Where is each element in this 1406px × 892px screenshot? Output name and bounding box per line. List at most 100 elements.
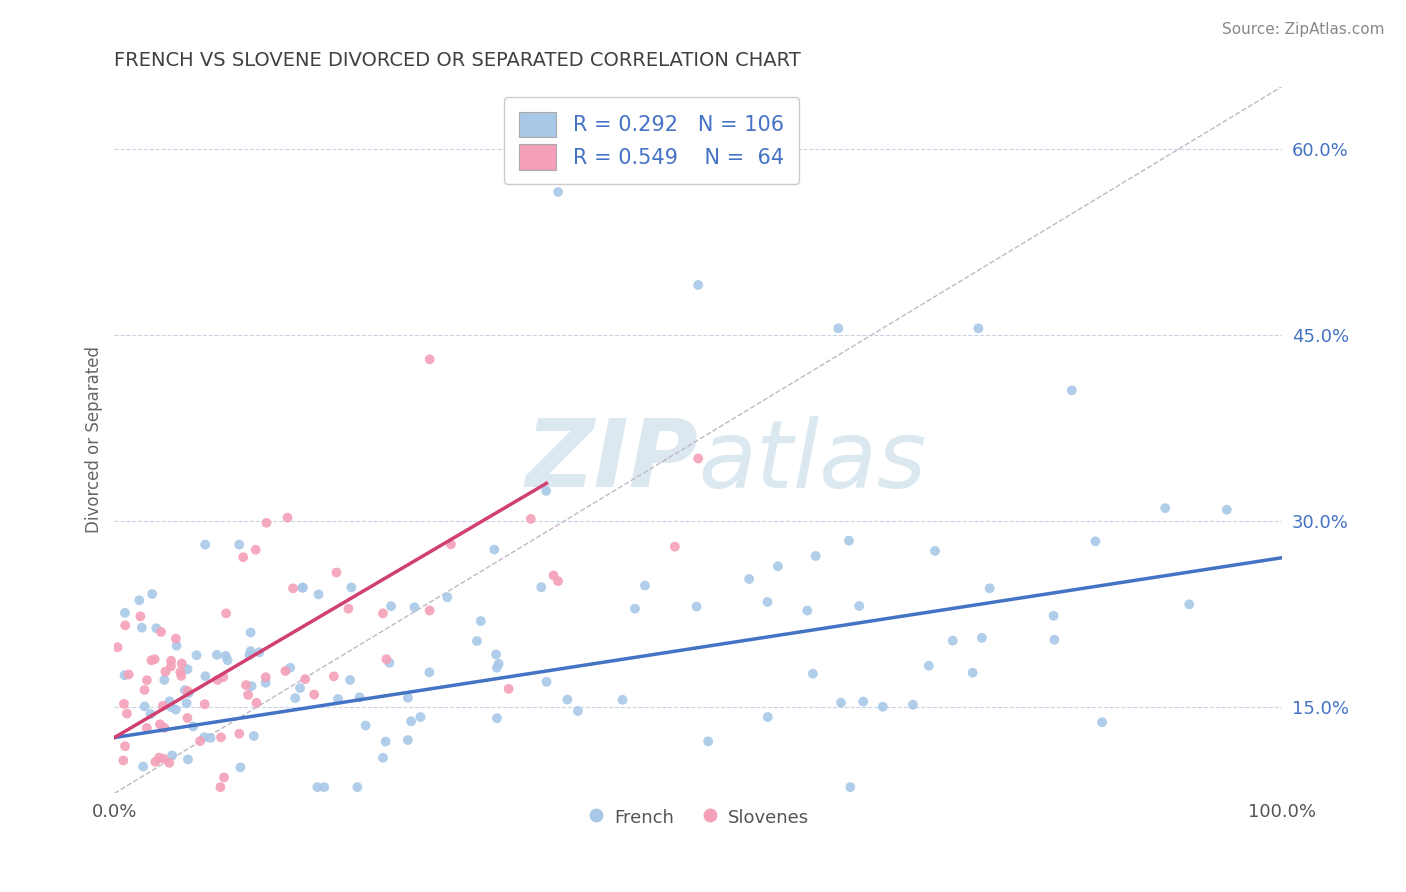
Point xyxy=(207,673,229,687)
Point xyxy=(256,516,278,530)
Point xyxy=(970,631,993,645)
Point xyxy=(107,640,129,655)
Point xyxy=(302,688,325,702)
Point xyxy=(756,595,779,609)
Point xyxy=(756,710,779,724)
Point xyxy=(294,672,316,686)
Point xyxy=(962,665,984,680)
Point xyxy=(498,681,520,696)
Point xyxy=(114,668,136,682)
Point xyxy=(1043,632,1066,647)
Point xyxy=(228,726,250,740)
Point xyxy=(337,601,360,615)
Point xyxy=(284,691,307,706)
Point xyxy=(141,587,163,601)
Point xyxy=(465,634,488,648)
Point xyxy=(766,559,789,574)
Point xyxy=(148,750,170,764)
Text: ZIP: ZIP xyxy=(526,415,699,508)
Point xyxy=(188,734,211,748)
Point xyxy=(291,581,314,595)
Point xyxy=(159,694,181,708)
Point xyxy=(165,632,187,646)
Point xyxy=(326,692,349,706)
Point xyxy=(141,653,163,667)
Point xyxy=(112,754,135,768)
Point xyxy=(134,682,156,697)
Point xyxy=(688,451,710,466)
Point xyxy=(440,537,463,551)
Point xyxy=(371,607,394,621)
Point xyxy=(128,593,150,607)
Point xyxy=(245,542,267,557)
Point xyxy=(200,731,222,745)
Point xyxy=(232,550,254,565)
Point xyxy=(374,734,396,748)
Point xyxy=(217,653,239,667)
Point xyxy=(238,648,260,662)
Point xyxy=(967,321,990,335)
Point xyxy=(236,688,259,702)
Point xyxy=(152,752,174,766)
Point xyxy=(212,670,235,684)
Point xyxy=(470,614,492,628)
Point xyxy=(166,639,188,653)
Point xyxy=(243,729,266,743)
Point xyxy=(848,599,870,613)
Point xyxy=(979,582,1001,596)
Point xyxy=(118,667,141,681)
Point xyxy=(177,752,200,766)
Point xyxy=(153,673,176,687)
Point xyxy=(229,760,252,774)
Point xyxy=(245,696,267,710)
Point xyxy=(152,698,174,713)
Point xyxy=(485,661,508,675)
Point xyxy=(801,666,824,681)
Point xyxy=(612,693,634,707)
Point xyxy=(143,755,166,769)
Point xyxy=(165,703,187,717)
Point xyxy=(1042,608,1064,623)
Point xyxy=(160,659,183,673)
Point xyxy=(830,696,852,710)
Point xyxy=(530,580,553,594)
Point xyxy=(685,599,707,614)
Point xyxy=(322,669,344,683)
Point xyxy=(307,780,329,794)
Point xyxy=(567,704,589,718)
Point xyxy=(314,780,336,794)
Point xyxy=(308,587,330,601)
Point xyxy=(239,644,262,658)
Point xyxy=(149,717,172,731)
Point xyxy=(129,609,152,624)
Point xyxy=(924,544,946,558)
Point xyxy=(346,780,368,794)
Point xyxy=(209,731,232,745)
Point xyxy=(404,600,426,615)
Point xyxy=(409,710,432,724)
Point xyxy=(205,648,228,662)
Point xyxy=(173,683,195,698)
Point xyxy=(340,580,363,594)
Point xyxy=(697,734,720,748)
Point xyxy=(399,714,422,729)
Point xyxy=(852,695,875,709)
Point xyxy=(114,606,136,620)
Point xyxy=(291,581,314,595)
Point xyxy=(193,730,215,744)
Point xyxy=(176,662,198,676)
Point xyxy=(157,756,180,770)
Text: FRENCH VS SLOVENE DIVORCED OR SEPARATED CORRELATION CHART: FRENCH VS SLOVENE DIVORCED OR SEPARATED … xyxy=(114,51,801,70)
Point xyxy=(942,633,965,648)
Point xyxy=(209,780,232,794)
Point xyxy=(339,673,361,687)
Point xyxy=(114,618,136,632)
Point xyxy=(796,603,818,617)
Point xyxy=(134,699,156,714)
Point xyxy=(543,568,565,582)
Point xyxy=(160,654,183,668)
Point xyxy=(276,510,298,524)
Point xyxy=(215,648,238,663)
Point xyxy=(396,733,419,747)
Point xyxy=(378,656,401,670)
